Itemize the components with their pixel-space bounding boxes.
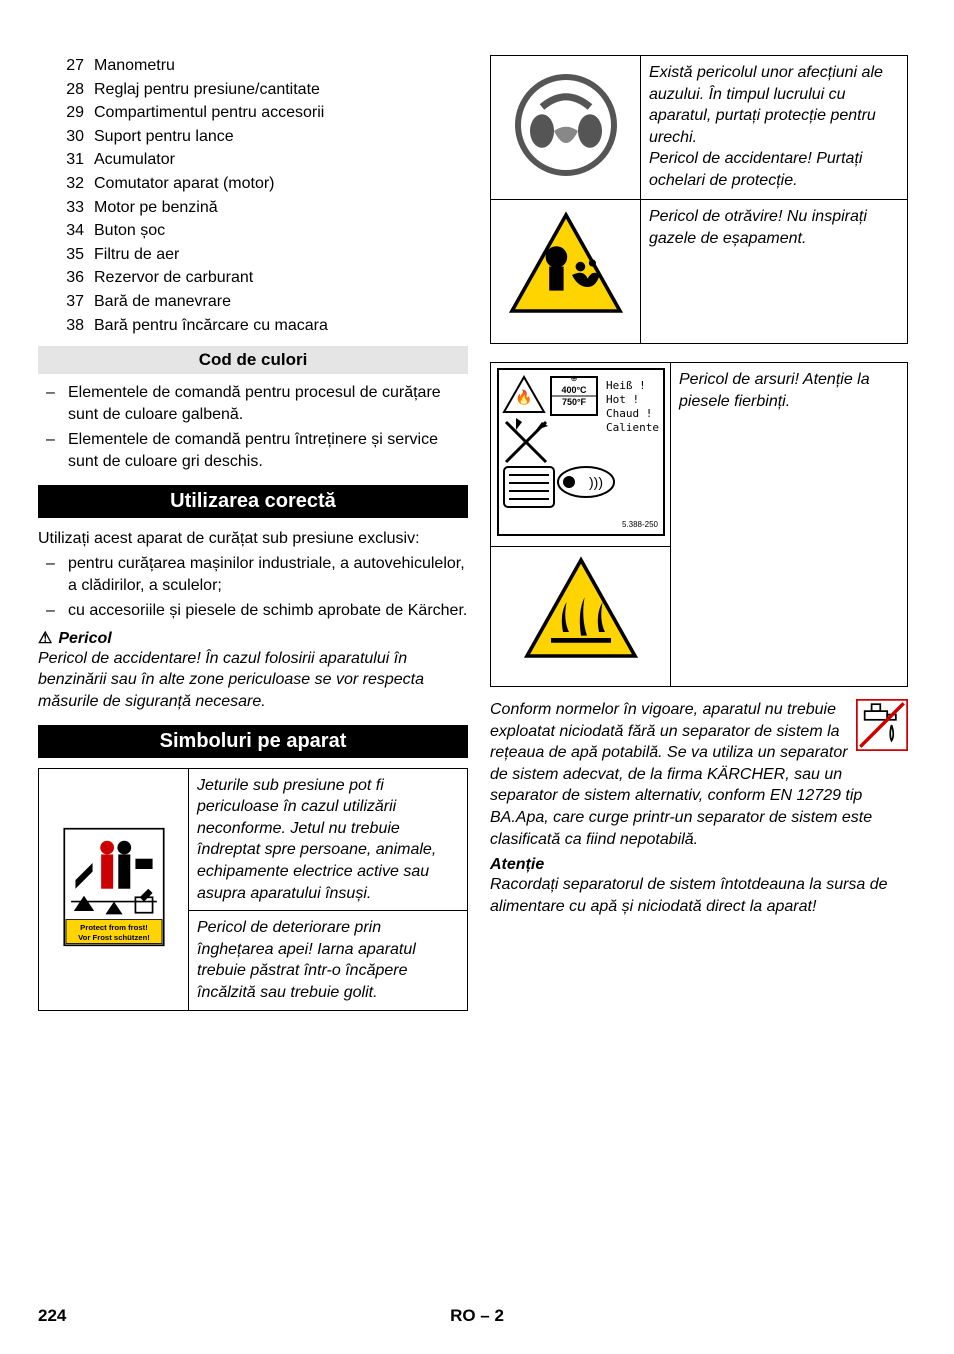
hot-surface-icon-1: 🔥 ⊕ 400°C 750°F Heiß ! Hot ! Chaud ! Cal… — [491, 363, 671, 547]
ear-protection-icon — [491, 56, 641, 200]
numbered-parts-list: 27Manometru28Reglaj pentru presiune/cant… — [48, 55, 468, 336]
list-item: Elementele de comandă pentru procesul de… — [38, 382, 468, 425]
danger-label: Pericol — [38, 628, 468, 648]
danger-text: Pericol de accidentare! În cazul folosir… — [38, 648, 468, 713]
section-symbols: Simboluri pe aparat — [38, 725, 468, 758]
high-pressure-icon: Protect from frost! Vor Frost schützen! — [39, 768, 189, 1010]
page-number-center: RO – 2 — [450, 1306, 504, 1326]
svg-text:⊕: ⊕ — [570, 374, 577, 383]
hot-surface-icon-2 — [491, 547, 671, 687]
list-item: 38Bară pentru încărcare cu macara — [48, 315, 468, 337]
list-item: 30Suport pentru lance — [48, 126, 468, 148]
list-item: 28Reglaj pentru presiune/cantitate — [48, 79, 468, 101]
color-code-list: Elementele de comandă pentru procesul de… — [38, 382, 468, 472]
list-item: 32Comutator aparat (motor) — [48, 173, 468, 195]
svg-text:Heiß !: Heiß ! — [606, 379, 646, 392]
svg-text:5.388-250: 5.388-250 — [621, 520, 658, 529]
svg-text:Protect from frost!: Protect from frost! — [80, 922, 148, 931]
svg-text:Vor Frost schützen!: Vor Frost schützen! — [78, 933, 150, 942]
list-item: 36Rezervor de carburant — [48, 267, 468, 289]
symbol-table-right-2: 🔥 ⊕ 400°C 750°F Heiß ! Hot ! Chaud ! Cal… — [490, 362, 908, 687]
hearing-text: Există pericolul unor afecțiuni ale auzu… — [641, 56, 908, 200]
section-color-code: Cod de culori — [38, 346, 468, 374]
list-item: pentru curățarea mașinilor industriale, … — [38, 553, 468, 596]
list-item: 33Motor pe benzină — [48, 197, 468, 219]
svg-text:750°F: 750°F — [561, 397, 586, 407]
attention-text: Racordați separatorul de sistem întotdea… — [490, 874, 908, 917]
svg-text:400°C: 400°C — [561, 385, 587, 395]
usage-list: pentru curățarea mașinilor industriale, … — [38, 553, 468, 622]
network-paragraph-wrap: Conform normelor în vigoare, aparatul nu… — [490, 699, 908, 850]
poison-text: Pericol de otrăvire! Nu inspirați gazele… — [641, 200, 908, 344]
burn-text: Pericol de arsuri! Atenție la piesele fi… — [671, 363, 908, 687]
sym-row2-text: Pericol de deteriorare prin înghețarea a… — [189, 911, 468, 1010]
exhaust-poison-icon — [491, 200, 641, 344]
section-usage: Utilizarea corectă — [38, 485, 468, 518]
left-column: 27Manometru28Reglaj pentru presiune/cant… — [38, 55, 468, 1011]
svg-text:Caliente !: Caliente ! — [606, 421, 666, 434]
list-item: cu accesoriile și piesele de schimb apro… — [38, 600, 468, 622]
list-item: 37Bară de manevrare — [48, 291, 468, 313]
page-footer: 224 RO – 2 — [0, 1306, 954, 1326]
svg-text:))): ))) — [589, 474, 603, 490]
sym-row1-text: Jeturile sub presiune pot fi periculoase… — [189, 768, 468, 911]
list-item: 35Filtru de aer — [48, 244, 468, 266]
list-item: 27Manometru — [48, 55, 468, 77]
svg-text:Chaud !: Chaud ! — [606, 407, 652, 420]
page-number-left: 224 — [38, 1306, 66, 1326]
symbol-table-left: Protect from frost! Vor Frost schützen! … — [38, 768, 468, 1011]
no-tap-water-icon — [856, 699, 908, 756]
list-item: Elementele de comandă pentru întreținere… — [38, 429, 468, 472]
attention-label: Atenție — [490, 856, 908, 874]
usage-intro: Utilizați acest aparat de curățat sub pr… — [38, 528, 468, 550]
list-item: 34Buton șoc — [48, 220, 468, 242]
symbol-table-right-1: Există pericolul unor afecțiuni ale auzu… — [490, 55, 908, 344]
list-item: 31Acumulator — [48, 149, 468, 171]
right-column: Există pericolul unor afecțiuni ale auzu… — [490, 55, 908, 1011]
svg-text:Hot !: Hot ! — [606, 393, 639, 406]
network-text: Conform normelor în vigoare, aparatul nu… — [490, 699, 908, 850]
svg-text:🔥: 🔥 — [515, 389, 532, 406]
list-item: 29Compartimentul pentru accesorii — [48, 102, 468, 124]
